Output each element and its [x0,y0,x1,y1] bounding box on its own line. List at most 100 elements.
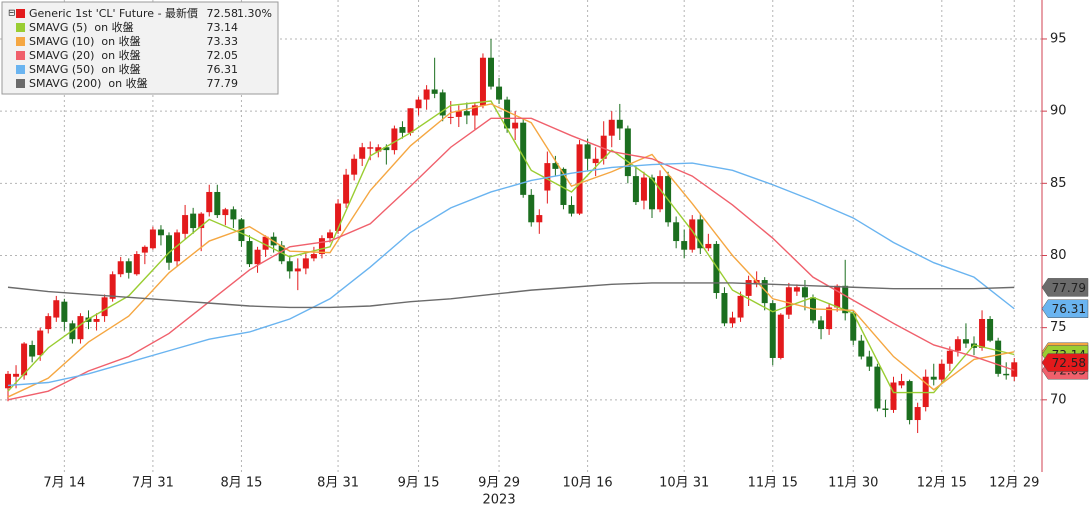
legend-box [1,1,279,95]
candle-body [681,241,688,250]
legend-swatch [16,51,25,60]
candle-body [391,128,398,151]
candle-body [1003,373,1010,376]
candle-body [125,261,132,273]
candle-body [640,177,647,201]
legend-swatch [16,79,25,88]
candle-body [37,330,44,356]
x-tick-label: 10月 16 [562,476,612,491]
candle-body [737,295,744,318]
x-tick-label: 7月 14 [43,476,85,491]
ma-line [7,162,1015,387]
candle-body [608,119,615,136]
candle-body [351,158,358,175]
candle-body [21,343,28,376]
x-tick-label: 12月 29 [989,476,1039,491]
legend-value: 72.05 [207,49,239,62]
candle-body [479,57,486,106]
candle-body [624,128,631,177]
candle-body [922,376,929,408]
candle-body [818,320,825,330]
candle-body [206,191,213,213]
legend-swatch [16,23,25,32]
price-tag [1041,278,1089,297]
legend-label: Generic 1st 'CL' Future - 最新價 [29,6,198,20]
x-tick-label: 12月 15 [917,476,967,491]
candle-body [327,232,333,239]
x-tick-label: 11月 30 [828,476,878,491]
candle-body [938,363,945,380]
candle-body [544,163,551,191]
legend-value: 76.31 [207,63,239,76]
candle-body [930,376,937,380]
price-tag-label: 72.58 [1052,356,1086,370]
candle-body [439,92,446,116]
candle-body [842,285,849,314]
legend-value: 72.58 [207,7,239,20]
candle-body [214,191,221,216]
candle-body [962,339,969,344]
candle-body [584,144,591,159]
candle-body [93,318,100,322]
legend-label: SMAVG (10) on 收盤 [29,34,141,48]
candle-body [874,366,881,409]
candle-body [777,314,784,358]
candle-body [504,99,511,129]
candle-body [471,105,478,116]
x-tick-label: 9月 29 [478,476,520,491]
candle-body [649,177,655,210]
legend-collapse: ⊟ [8,9,16,19]
y-tick-label: 80 [1050,248,1067,263]
candle-body [520,122,527,195]
candle-body [592,158,599,164]
candle-body [101,297,108,317]
candle-body [198,213,205,229]
legend-change: 1.30% [237,7,272,20]
candle-body [166,235,172,263]
candle-body [61,301,68,322]
x-tick-label: 10月 31 [659,476,709,491]
candle-body [673,222,680,242]
x-tick-label: 9月 15 [398,476,440,491]
legend: ⊟ Generic 1st 'CL' Future - 最新價 72.58 1.30… [1,1,279,95]
candle-body [890,382,897,410]
candle-body [262,236,269,250]
candle-body [954,339,961,351]
candle-body [302,258,309,269]
candle-body [946,350,953,364]
candle-body [632,176,639,203]
candle-body [157,229,164,236]
candle-body [310,254,317,259]
y-tick-label: 90 [1050,104,1067,119]
candle-body [979,318,986,348]
candle-body [133,254,140,275]
candle-body [568,204,575,214]
candle-body [149,229,156,249]
candle-body [496,86,503,100]
candle-body [375,147,382,152]
candle-body [343,174,350,204]
candle-body [286,261,293,272]
x-tick-label: 8月 15 [220,476,262,491]
candle-body [141,246,148,253]
legend-value: 77.79 [207,77,239,90]
candle-body [455,111,462,117]
legend-value: 73.14 [207,21,239,34]
candle-body [600,135,607,159]
candle-body [423,89,430,100]
candle-body [5,373,11,389]
candle-body [850,313,857,341]
x-tick-label: 7月 31 [132,476,174,491]
candle-body [689,219,696,250]
price-tag-label: 77.79 [1052,281,1086,295]
candle-body [447,116,454,118]
candle-body [254,249,261,265]
candle-body [616,119,623,129]
plot [5,38,1018,434]
candle-body [488,57,494,87]
candle-body [866,356,873,367]
candle-body [294,268,301,272]
price-tag [1041,353,1089,372]
